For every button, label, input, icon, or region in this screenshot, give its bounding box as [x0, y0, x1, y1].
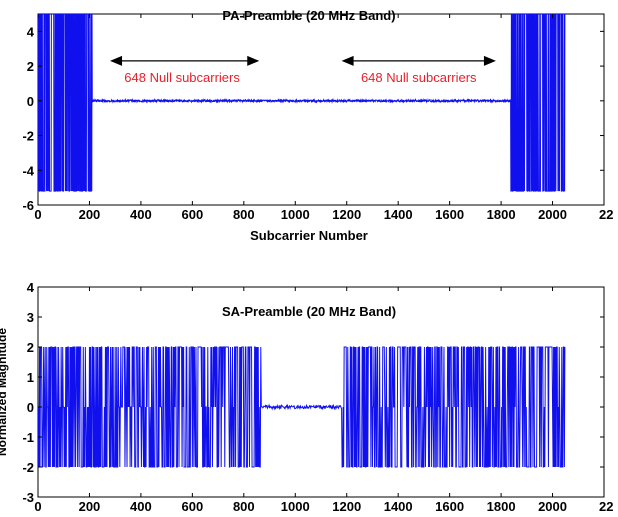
y-tick-label: 4 [27, 280, 35, 295]
y-tick-label: 4 [27, 24, 35, 39]
annotation-arrowhead-right [247, 55, 260, 66]
pa-preamble-x-ticks: 0 200 400 600 800 1000 1200 1400 1600 1800 2000 22 [34, 14, 613, 222]
x-tick-label: 2000 [538, 499, 567, 514]
y-tick-label: 0 [27, 94, 34, 109]
y-tick-label: -4 [22, 163, 34, 178]
x-tick-label: 1800 [487, 207, 516, 222]
x-tick-label: 2000 [538, 207, 567, 222]
x-tick-label: 0 [34, 207, 41, 222]
y-tick-label: -6 [22, 198, 34, 213]
y-tick-label: -2 [22, 460, 34, 475]
pa-preamble-plot: 0 200 400 600 800 1000 1200 1400 1600 1800 2000 22 … [22, 8, 613, 243]
sa-preamble-title: SA-Preamble (20 MHz Band) [222, 304, 396, 319]
sa-preamble-signal [38, 346, 566, 468]
x-tick-label: 600 [182, 207, 204, 222]
x-tick-label: 1400 [384, 499, 413, 514]
pa-preamble-annotations: 648 Null subcarriers 648 Null subcarriers [110, 55, 496, 85]
x-tick-label: 0 [34, 499, 41, 514]
y-tick-label: 0 [27, 400, 34, 415]
sa-preamble-y-ticks: -3 -2 -1 0 1 2 3 4 [22, 280, 604, 505]
x-tick-label: 1600 [435, 499, 464, 514]
signal-line [38, 14, 566, 192]
x-tick-label: 200 [79, 207, 101, 222]
y-tick-label: -3 [22, 490, 34, 505]
y-tick-label: 1 [27, 370, 34, 385]
y-tick-label: -1 [22, 430, 34, 445]
sa-preamble-y-axis-label: Normalized Magnitude [0, 328, 9, 456]
x-tick-label: 800 [233, 207, 255, 222]
sa-preamble-axes-frame [37, 286, 605, 498]
y-tick-label: 2 [27, 59, 34, 74]
x-tick-label: 1800 [487, 499, 516, 514]
x-tick-label: 400 [130, 499, 152, 514]
x-tick-label: 200 [79, 499, 101, 514]
annotation-arrowhead-left [110, 55, 123, 66]
x-tick-label: 800 [233, 499, 255, 514]
x-tick-label: 1200 [332, 207, 361, 222]
x-tick-label: 600 [182, 499, 204, 514]
x-tick-label: 22 [599, 499, 613, 514]
x-tick-label: 22 [599, 207, 613, 222]
sa-preamble-x-ticks: 0 200 400 600 800 1000 1200 1400 1600 1800 2000 22 [34, 287, 613, 514]
pa-preamble-title: PA-Preamble (20 MHz Band) [222, 8, 395, 23]
pa-preamble-y-ticks: -6 -4 -2 0 2 4 [22, 24, 604, 213]
x-tick-label: 1200 [332, 499, 361, 514]
pa-preamble-signal [38, 14, 566, 192]
x-tick-label: 1400 [384, 207, 413, 222]
annotation-arrowhead-left [341, 55, 354, 66]
annotation-label: 648 Null subcarriers [361, 70, 477, 85]
annotation-label: 648 Null subcarriers [124, 70, 240, 85]
signal-line [38, 346, 566, 468]
y-tick-label: 3 [27, 310, 34, 325]
x-tick-label: 1000 [281, 499, 310, 514]
x-tick-label: 400 [130, 207, 152, 222]
y-tick-label: -2 [22, 129, 34, 144]
x-tick-label: 1000 [281, 207, 310, 222]
x-tick-label: 1600 [435, 207, 464, 222]
annotation-arrowhead-right [483, 55, 496, 66]
sa-preamble-plot: 0 200 400 600 800 1000 1200 1400 1600 1800 2000 22 … [0, 280, 613, 514]
pa-preamble-x-axis-label: Subcarrier Number [250, 228, 368, 243]
y-tick-label: 2 [27, 340, 34, 355]
